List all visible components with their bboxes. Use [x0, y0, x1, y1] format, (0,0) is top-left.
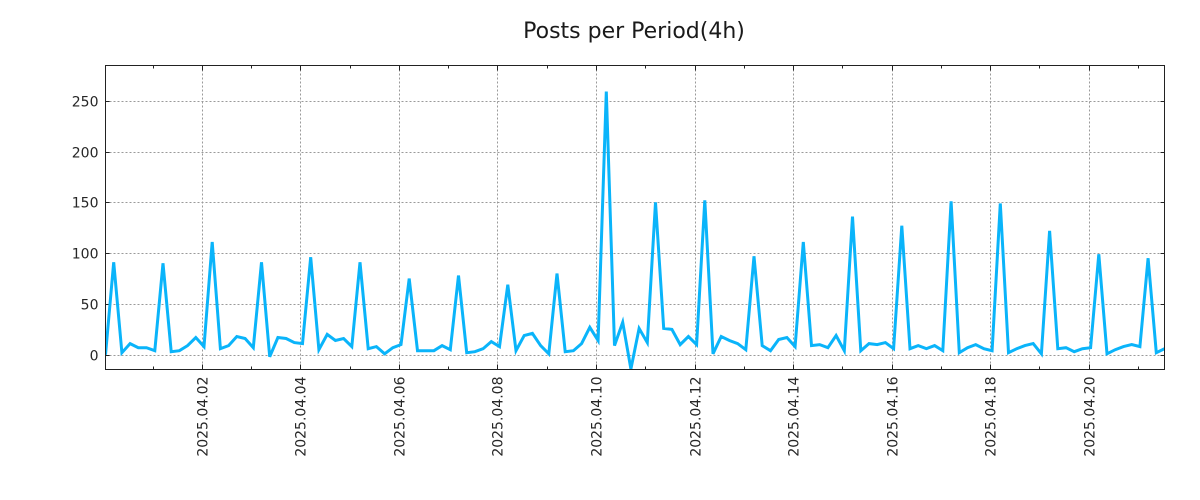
x-tick-label: 2025.04.04 — [294, 376, 310, 456]
y-tick-label: 150 — [72, 196, 99, 212]
series-line-posts — [105, 91, 1165, 370]
x-tick-label: 2025.04.08 — [491, 377, 507, 457]
x-tick-label: 2025.04.18 — [984, 377, 1000, 457]
x-tick-label: 2025.04.16 — [886, 376, 902, 456]
x-tick-label: 2025.04.10 — [590, 377, 606, 457]
series-layer — [105, 91, 1165, 370]
y-tick-label: 100 — [72, 247, 99, 263]
axis-ticks: 0 50 100 150 200 250 2025.04.02 2025.04.04 2025.… — [72, 65, 1165, 457]
x-tick-label: 2025.04.20 — [1083, 377, 1099, 457]
y-tick-label: 200 — [72, 146, 99, 162]
y-tick-label: 50 — [81, 298, 99, 314]
x-tick-label: 2025.04.14 — [787, 376, 803, 456]
x-tick-label: 2025.04.12 — [689, 377, 705, 457]
grid — [105, 65, 1165, 370]
x-tick-label: 2025.04.06 — [393, 376, 409, 456]
x-tick-label: 2025.04.02 — [196, 377, 212, 457]
chart-title: Posts per Period(4h) — [523, 19, 745, 44]
y-tick-label: 250 — [72, 95, 99, 111]
plot-frame — [105, 65, 1165, 370]
y-tick-label: 0 — [90, 349, 99, 365]
